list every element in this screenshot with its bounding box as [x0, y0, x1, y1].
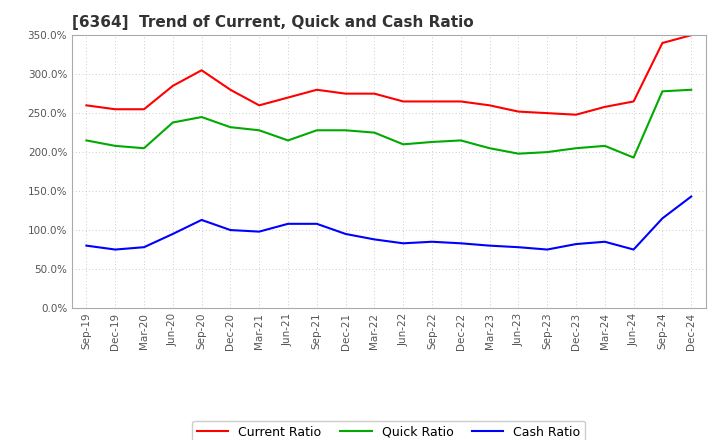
Cash Ratio [82, 243, 91, 248]
Line: Cash Ratio: Cash Ratio [86, 197, 691, 249]
Quick Ratio [370, 130, 379, 135]
Quick Ratio [226, 125, 235, 130]
Current Ratio [312, 87, 321, 92]
Quick Ratio [312, 128, 321, 133]
Quick Ratio [168, 120, 177, 125]
Current Ratio [572, 112, 580, 117]
Quick Ratio [485, 146, 494, 151]
Legend: Current Ratio, Quick Ratio, Cash Ratio: Current Ratio, Quick Ratio, Cash Ratio [192, 421, 585, 440]
Text: [6364]  Trend of Current, Quick and Cash Ratio: [6364] Trend of Current, Quick and Cash … [72, 15, 474, 30]
Quick Ratio [572, 146, 580, 151]
Quick Ratio [658, 89, 667, 94]
Current Ratio [255, 103, 264, 108]
Quick Ratio [255, 128, 264, 133]
Quick Ratio [456, 138, 465, 143]
Current Ratio [82, 103, 91, 108]
Current Ratio [428, 99, 436, 104]
Current Ratio [456, 99, 465, 104]
Cash Ratio [514, 245, 523, 250]
Cash Ratio [370, 237, 379, 242]
Cash Ratio [341, 231, 350, 237]
Current Ratio [514, 109, 523, 114]
Cash Ratio [140, 245, 148, 250]
Cash Ratio [572, 242, 580, 247]
Current Ratio [111, 106, 120, 112]
Quick Ratio [514, 151, 523, 156]
Quick Ratio [140, 146, 148, 151]
Current Ratio [341, 91, 350, 96]
Line: Current Ratio: Current Ratio [86, 35, 691, 115]
Line: Quick Ratio: Quick Ratio [86, 90, 691, 158]
Current Ratio [226, 87, 235, 92]
Current Ratio [485, 103, 494, 108]
Current Ratio [687, 33, 696, 38]
Quick Ratio [111, 143, 120, 149]
Current Ratio [629, 99, 638, 104]
Quick Ratio [428, 139, 436, 145]
Quick Ratio [82, 138, 91, 143]
Current Ratio [197, 68, 206, 73]
Current Ratio [284, 95, 292, 100]
Cash Ratio [255, 229, 264, 234]
Cash Ratio [543, 247, 552, 252]
Quick Ratio [543, 150, 552, 155]
Current Ratio [370, 91, 379, 96]
Quick Ratio [399, 142, 408, 147]
Cash Ratio [197, 217, 206, 223]
Cash Ratio [485, 243, 494, 248]
Cash Ratio [168, 231, 177, 237]
Current Ratio [543, 110, 552, 116]
Current Ratio [658, 40, 667, 46]
Quick Ratio [629, 155, 638, 160]
Cash Ratio [600, 239, 609, 244]
Current Ratio [168, 83, 177, 88]
Quick Ratio [284, 138, 292, 143]
Cash Ratio [658, 216, 667, 221]
Cash Ratio [111, 247, 120, 252]
Cash Ratio [284, 221, 292, 227]
Cash Ratio [456, 241, 465, 246]
Cash Ratio [399, 241, 408, 246]
Quick Ratio [197, 114, 206, 120]
Quick Ratio [341, 128, 350, 133]
Current Ratio [399, 99, 408, 104]
Quick Ratio [600, 143, 609, 149]
Cash Ratio [687, 194, 696, 199]
Quick Ratio [687, 87, 696, 92]
Current Ratio [140, 106, 148, 112]
Cash Ratio [312, 221, 321, 227]
Cash Ratio [629, 247, 638, 252]
Cash Ratio [226, 227, 235, 233]
Cash Ratio [428, 239, 436, 244]
Current Ratio [600, 104, 609, 110]
